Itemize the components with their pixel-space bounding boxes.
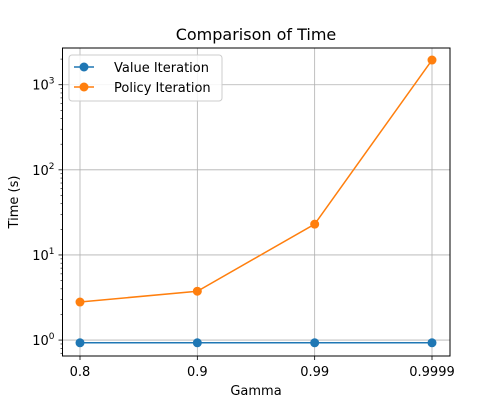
y-tick-base: 10	[32, 334, 49, 349]
legend-frame	[68, 54, 223, 102]
legend-marker	[79, 82, 89, 92]
y-tick-exponent: 2	[49, 162, 55, 172]
data-point	[310, 338, 320, 348]
data-point	[192, 286, 202, 296]
legend-label: Policy Iteration	[114, 81, 211, 96]
series-layer	[75, 55, 437, 348]
series-line	[79, 59, 433, 303]
y-tick-base: 10	[32, 79, 49, 94]
legend-marker	[79, 62, 89, 72]
y-axis-label: Time (s)	[7, 176, 22, 230]
y-tick-exponent: 1	[49, 247, 55, 257]
chart-title: Comparison of Time	[176, 25, 337, 44]
data-point	[427, 55, 437, 65]
y-tick-label: 102	[32, 162, 54, 179]
y-tick-base: 10	[32, 249, 49, 264]
x-axis-label: Gamma	[230, 384, 281, 399]
legend: Value Iteration Policy Iteration	[68, 54, 223, 102]
y-tick-base: 10	[32, 164, 49, 179]
legend-label: Value Iteration	[114, 61, 209, 76]
data-point	[75, 338, 85, 348]
x-tick-label: 0.8	[70, 365, 91, 380]
data-point	[310, 219, 320, 229]
y-tick-label: 100	[32, 332, 55, 349]
data-point	[75, 297, 85, 307]
y-tick-label: 101	[32, 247, 54, 264]
y-tick-exponent: 0	[49, 332, 55, 342]
x-tick-label: 0.99	[300, 365, 329, 380]
x-tick-label: 0.9999	[409, 365, 455, 380]
data-point	[192, 338, 202, 348]
x-tick-label: 0.9	[187, 365, 208, 380]
y-tick-label: 103	[32, 77, 54, 94]
plot-frame	[62, 47, 451, 357]
y-tick-exponent: 3	[49, 77, 55, 87]
data-point	[427, 338, 437, 348]
